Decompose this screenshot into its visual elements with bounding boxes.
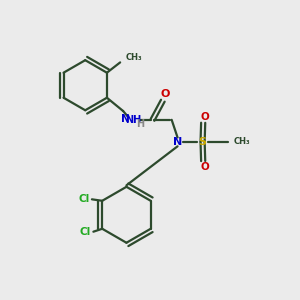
Text: Cl: Cl	[78, 194, 90, 204]
Text: S: S	[199, 137, 207, 147]
Text: NH: NH	[125, 115, 142, 125]
Text: H: H	[136, 119, 144, 129]
Text: CH₃: CH₃	[126, 53, 143, 62]
Text: CH₃: CH₃	[234, 137, 251, 146]
Text: N: N	[121, 114, 130, 124]
Text: N: N	[173, 137, 182, 147]
Text: O: O	[200, 162, 209, 172]
Text: O: O	[160, 89, 170, 99]
Text: Cl: Cl	[80, 227, 91, 237]
Text: O: O	[200, 112, 209, 122]
